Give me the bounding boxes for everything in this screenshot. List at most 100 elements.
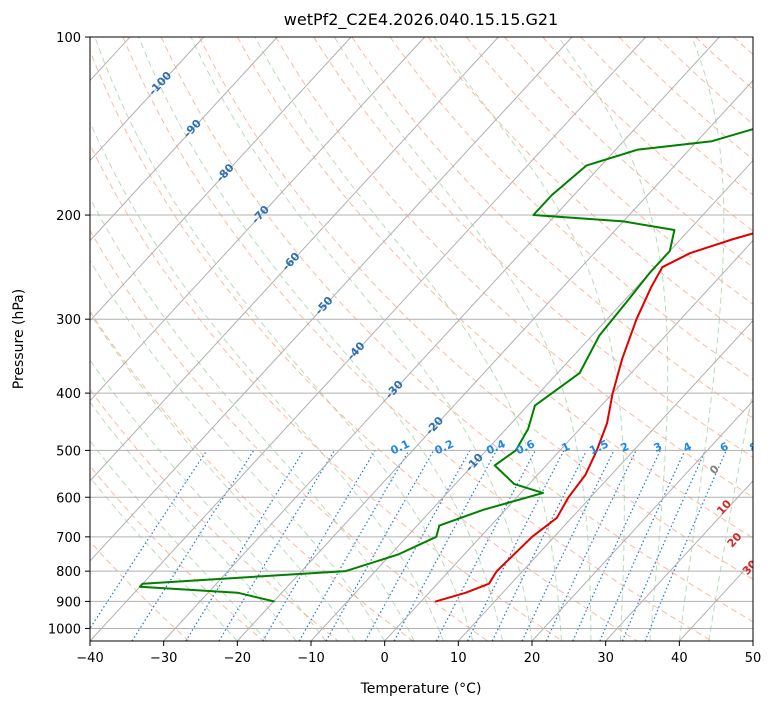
dry-adiabat-line [90, 229, 488, 641]
y-tick-label: 300 [56, 313, 81, 328]
plot-frame [89, 36, 754, 642]
mixing-ratio-line [90, 450, 208, 630]
dewpoint-line [138, 128, 753, 603]
dry-adiabat-line [504, 37, 753, 268]
dry-adiabat-line [656, 37, 753, 125]
isotherm-line [605, 480, 753, 641]
mixing-ratio-line [572, 450, 661, 641]
isotherm-line [90, 37, 426, 402]
mixing-ratio-label: 2 [619, 440, 631, 455]
moist-adiabat-line [90, 359, 327, 641]
moist-adiabat-label: 40 [759, 585, 775, 605]
x-tick-label: 20 [524, 651, 541, 666]
moist-adiabat-line [708, 387, 753, 641]
isotherm-line [0, 37, 56, 641]
mixing-ratio-label: 8 [747, 440, 759, 455]
x-tick-label: 10 [450, 651, 467, 666]
dry-adiabat-line [90, 540, 190, 641]
mixing-ratio-line [545, 450, 637, 641]
mixing-ratio-line [491, 450, 588, 641]
dry-adiabat-line [542, 37, 753, 232]
moist-adiabat-line [557, 37, 669, 641]
x-axis-label: Temperature (°C) [360, 681, 482, 697]
y-tick-label: 500 [56, 444, 81, 459]
y-tick-label: 900 [56, 595, 81, 610]
x-tick-label: −20 [224, 651, 251, 666]
dry-adiabat-line [90, 310, 414, 641]
moist-adiabats [90, 37, 753, 641]
isotherm-line [310, 159, 753, 641]
moist-adiabat-label: 0 [707, 462, 722, 477]
moist-adiabat-line [90, 401, 297, 641]
mixing-ratio-line [364, 450, 471, 641]
x-axis-ticks: −40 −30 −20 −10 0 10 20 30 40 50 [76, 641, 761, 666]
y-tick-label: 800 [56, 565, 81, 580]
mixing-ratio-line [185, 450, 305, 641]
x-tick-label: −30 [150, 651, 177, 666]
profile-series [138, 128, 753, 603]
x-tick-label: 30 [597, 651, 614, 666]
moist-adiabat-label: 30 [740, 557, 760, 577]
isotherm-gridlines [0, 37, 753, 641]
plot-area: -100-90-80-70-60-50-40-30-20-10 0.1 0.2 0.… [0, 37, 775, 641]
moist-adiabat-labels: 0 10 20 30 40 [707, 462, 775, 605]
isobar-gridlines [90, 37, 753, 629]
mixing-ratio-line [466, 450, 565, 641]
mixing-ratio-line [435, 450, 536, 641]
dry-adiabat-line [90, 49, 638, 641]
dry-adiabat-line [275, 37, 753, 498]
dry-adiabat-line [351, 37, 753, 419]
moist-adiabat-line [90, 312, 356, 641]
mixing-ratio-line [599, 450, 686, 641]
mixing-ratio-lines [90, 450, 727, 641]
isotherm-line [531, 400, 753, 641]
x-tick-label: −10 [297, 651, 324, 666]
dry-adiabat-line [695, 37, 753, 90]
moist-adiabat-line [94, 37, 474, 641]
moist-adiabat-line [90, 197, 415, 641]
dry-adiabats [90, 37, 753, 641]
dry-adiabat-line [237, 37, 753, 539]
y-tick-label: 1000 [48, 622, 81, 637]
isotherm-line [90, 37, 499, 482]
x-tick-label: 50 [745, 651, 762, 666]
chart-title: wetPf2_C2E4.2026.040.15.15.G21 [284, 10, 558, 30]
isotherm-line [163, 37, 720, 641]
moist-adiabat-line [333, 37, 592, 641]
isotherm-line [457, 319, 753, 641]
dry-adiabat-line [580, 37, 753, 196]
y-axis-label: Pressure (hPa) [11, 289, 27, 389]
dry-adiabat-line [427, 37, 753, 343]
moist-adiabat-line [254, 37, 562, 641]
moist-adiabat-line [678, 37, 725, 641]
mixing-ratio-label: 0.6 [514, 437, 537, 457]
x-tick-label: 0 [381, 651, 389, 666]
mixing-ratio-label: 0.2 [433, 437, 456, 457]
dry-adiabat-line [90, 388, 339, 641]
mixing-ratio-line [131, 450, 255, 641]
mixing-ratio-line [218, 450, 336, 641]
dry-adiabat-line [90, 143, 563, 641]
isotherm-line [236, 79, 753, 641]
isotherm-line [90, 37, 205, 162]
dry-adiabat-line [466, 37, 753, 305]
moist-adiabat-line [90, 440, 268, 641]
mixing-ratio-line [621, 450, 707, 641]
mixing-ratio-label: 0.1 [389, 437, 412, 457]
mixing-ratio-line [393, 450, 498, 641]
moist-adiabat-label: 20 [725, 530, 745, 550]
mixing-ratio-label: 4 [681, 440, 694, 455]
mixing-ratio-label: 3 [652, 440, 664, 455]
dry-adiabat-line [122, 37, 712, 641]
x-tick-label: −40 [76, 651, 103, 666]
y-tick-label: 700 [56, 531, 81, 546]
mixing-ratio-label: 10 [770, 438, 775, 456]
mixing-ratio-line [644, 450, 727, 641]
moist-adiabat-line [190, 37, 533, 641]
isotherm-line [90, 37, 352, 322]
x-tick-label: 40 [671, 651, 688, 666]
dry-adiabat-line [733, 37, 753, 56]
dry-adiabat-line [198, 37, 753, 580]
y-tick-label: 200 [56, 209, 81, 224]
